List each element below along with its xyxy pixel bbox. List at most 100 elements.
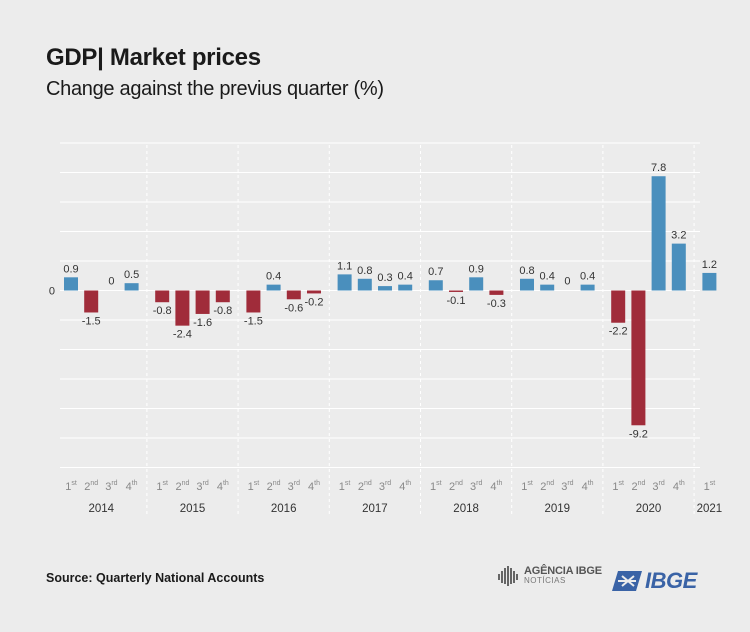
year-label-2015: 2015	[180, 503, 206, 515]
value-label: 0.4	[580, 271, 595, 283]
value-label: -2.2	[609, 326, 628, 338]
value-label: -9.2	[629, 428, 648, 440]
quarter-suffix: rd	[111, 480, 117, 487]
bar-2019-q4	[580, 284, 595, 291]
quarter-suffix: st	[619, 480, 625, 487]
value-label: 7.8	[651, 162, 666, 174]
value-label: -1.5	[244, 315, 263, 327]
quarter-suffix: rd	[659, 480, 665, 487]
quarter-suffix: st	[527, 480, 533, 487]
quarter-suffix: st	[710, 480, 716, 487]
agencia-ibge-icon	[498, 566, 518, 586]
value-label: 1.1	[337, 260, 352, 272]
quarter-tick-label: 3rd	[105, 480, 117, 493]
bar-2018-q3	[469, 277, 484, 291]
quarter-suffix: th	[223, 480, 229, 487]
quarter-suffix: rd	[294, 480, 300, 487]
value-label: -2.4	[173, 329, 192, 341]
year-label-2020: 2020	[636, 503, 662, 515]
value-label: 1.2	[702, 259, 717, 271]
grid-layer	[60, 142, 700, 515]
quarter-tick-label: 4th	[582, 480, 594, 493]
quarter-suffix: th	[588, 480, 594, 487]
value-label: 0.4	[540, 271, 555, 283]
quarter-tick-label: 1st	[521, 480, 533, 493]
quarter-suffix: nd	[546, 480, 554, 487]
quarter-tick-label: 2nd	[267, 480, 281, 493]
labels-layer: 0.9-1.500.5-0.8-2.4-1.6-0.8-1.50.4-0.6 -0…	[63, 162, 717, 440]
quarter-tick-label: 4th	[217, 480, 229, 493]
bar-2020-q4	[671, 243, 686, 291]
quarter-suffix: rd	[567, 480, 573, 487]
bar-2019-q2	[540, 284, 555, 291]
value-label: 0.5	[124, 269, 139, 281]
quarter-tick-label: 1st	[430, 480, 442, 493]
agencia-name: AGÊNCIA IBGE	[524, 565, 602, 577]
bar-2018-q2	[449, 290, 463, 292]
gdp-bar-chart: 0.9-1.500.5-0.8-2.4-1.6-0.8-1.50.4-0.6 -0…	[49, 142, 723, 515]
bar-2019-q1	[520, 278, 534, 291]
bar-2017-q2	[357, 278, 372, 291]
quarter-tick-label: 2nd	[631, 480, 645, 493]
bar-2021-q1	[702, 272, 717, 291]
quarter-tick-label: 2nd	[358, 480, 372, 493]
bar-2016-q4	[307, 290, 321, 294]
quarter-suffix: th	[497, 480, 503, 487]
quarter-suffix: th	[679, 480, 685, 487]
quarter-tick-label: 4th	[673, 480, 685, 493]
year-label-2016: 2016	[271, 503, 297, 515]
year-label-2021: 2021	[697, 503, 723, 515]
value-label: 0.9	[469, 263, 484, 275]
quarter-suffix: nd	[273, 480, 281, 487]
quarter-tick-label: 1st	[156, 480, 168, 493]
quarter-tick-label: 4th	[490, 480, 502, 493]
ibge-logo: IBGE	[612, 568, 697, 594]
year-label-2018: 2018	[453, 503, 479, 515]
ibge-logo-text: IBGE	[645, 568, 697, 593]
bar-2017-q1	[337, 274, 352, 291]
value-label: -0.8	[213, 305, 232, 317]
quarter-suffix: st	[163, 480, 169, 487]
quarter-suffix: rd	[385, 480, 391, 487]
value-label: 0.7	[428, 266, 443, 278]
value-label: -0.2	[305, 296, 324, 308]
value-label: -0.6	[284, 302, 303, 314]
value-label: -1.5	[82, 315, 101, 327]
quarter-tick-label: 1st	[612, 480, 624, 493]
quarter-suffix: th	[314, 480, 320, 487]
quarter-tick-label: 1st	[339, 480, 351, 493]
bar-2018-q4	[489, 290, 504, 295]
agencia-ibge-logo: AGÊNCIA IBGE NOTÍCIAS	[498, 566, 602, 586]
value-label: -1.6	[193, 317, 212, 329]
source-note: Source: Quarterly National Accounts	[46, 571, 265, 585]
quarter-tick-label: 4th	[126, 480, 138, 493]
bar-2016-q1	[246, 290, 261, 313]
quarter-suffix: st	[71, 480, 77, 487]
quarter-tick-label: 3rd	[561, 480, 573, 493]
bar-2014-q2	[84, 290, 99, 313]
quarter-suffix: th	[132, 480, 138, 487]
bar-2020-q3	[651, 176, 666, 291]
value-label: 0.9	[63, 263, 78, 275]
quarter-suffix: st	[345, 480, 351, 487]
bar-2015-q3	[195, 290, 210, 314]
quarter-tick-label: 3rd	[288, 480, 300, 493]
bar-2018-q1	[428, 280, 443, 291]
quarter-suffix: th	[405, 480, 411, 487]
value-label: -0.1	[447, 295, 466, 307]
value-label: 3.2	[671, 230, 686, 242]
quarter-suffix: rd	[476, 480, 482, 487]
quarter-tick-label: 1st	[248, 480, 260, 493]
year-label-2017: 2017	[362, 503, 388, 515]
value-label: 0.4	[398, 271, 413, 283]
agencia-sub: NOTÍCIAS	[524, 576, 566, 585]
quarter-tick-label: 4th	[399, 480, 411, 493]
quarter-suffix: st	[254, 480, 260, 487]
value-label: -0.3	[487, 298, 506, 310]
quarter-tick-label: 2nd	[175, 480, 189, 493]
year-label-2019: 2019	[545, 503, 571, 515]
page-title: GDP| Market prices	[46, 44, 261, 71]
quarter-tick-label: 2nd	[84, 480, 98, 493]
quarter-suffix: nd	[638, 480, 646, 487]
quarter-tick-label: 3rd	[379, 480, 391, 493]
